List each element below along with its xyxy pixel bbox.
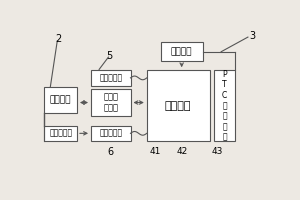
Text: 高壓繼電器: 高壓繼電器: [99, 129, 122, 138]
Text: 42: 42: [177, 147, 188, 156]
Bar: [91, 70, 130, 86]
Text: 加熱部件: 加熱部件: [165, 101, 191, 111]
Bar: [91, 89, 130, 116]
Bar: [147, 70, 209, 141]
Text: 6: 6: [107, 147, 113, 157]
Text: 動力電池: 動力電池: [50, 96, 71, 105]
Text: 41: 41: [149, 147, 160, 156]
Text: 43: 43: [212, 147, 223, 156]
Text: 控制模塊: 控制模塊: [171, 47, 192, 56]
Bar: [214, 70, 235, 141]
Text: 3: 3: [249, 31, 255, 41]
Bar: [161, 42, 202, 61]
Bar: [44, 126, 77, 141]
Text: P
T
C
加
熱
模
塊: P T C 加 熱 模 塊: [222, 70, 227, 141]
Text: 2: 2: [55, 34, 61, 44]
Text: 主正繼電器: 主正繼電器: [49, 129, 72, 138]
Text: 高壓分
配單元: 高壓分 配單元: [103, 93, 118, 112]
Bar: [44, 87, 77, 113]
Bar: [91, 126, 130, 141]
Text: 5: 5: [106, 51, 112, 61]
Text: 主負繼電器: 主負繼電器: [99, 73, 122, 82]
